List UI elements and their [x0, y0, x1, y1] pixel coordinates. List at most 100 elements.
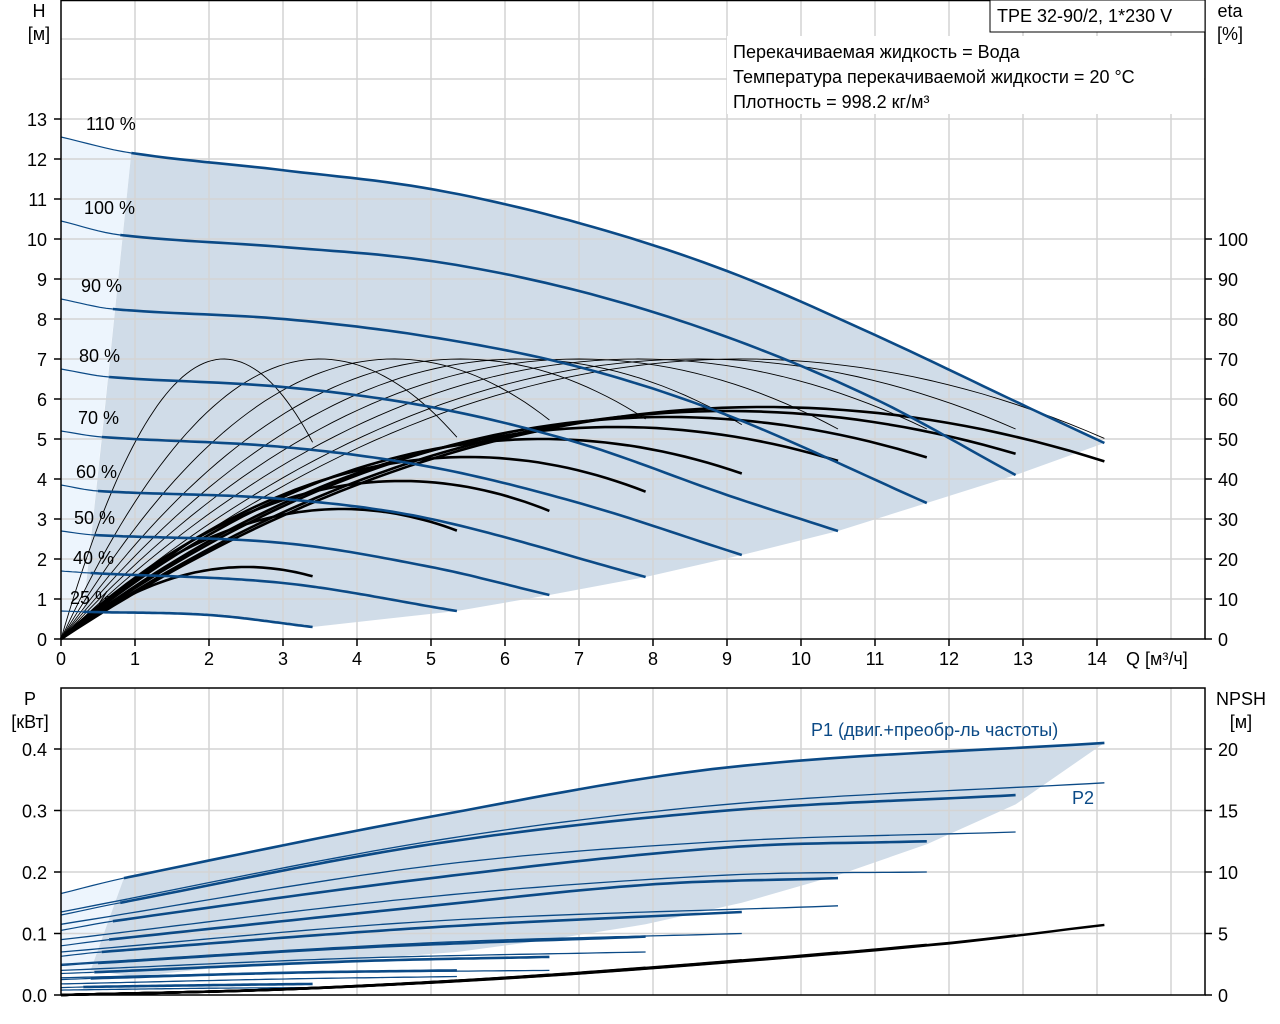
p1-curve	[101, 910, 742, 954]
info-line-2: Температура перекачиваемой жидкости = 20…	[733, 67, 1135, 87]
eta-curve	[60, 415, 928, 641]
y-tick-label: 4	[37, 470, 47, 490]
eta-curve-thin	[60, 358, 1105, 640]
y-tick-label: 1	[37, 590, 47, 610]
y2-tick-label: 30	[1218, 510, 1238, 530]
head-curve	[94, 533, 550, 597]
title-box	[989, 0, 1206, 33]
y2-tick-label: 0	[1218, 630, 1228, 650]
p1-curve	[112, 840, 927, 923]
x-tick-label: 10	[791, 649, 811, 669]
p1-curve-extension	[60, 971, 95, 975]
p1-curve-extension	[60, 920, 113, 931]
p1-curve	[94, 955, 550, 974]
x-tick-label: 13	[1013, 649, 1033, 669]
y2-tick-label: 10	[1218, 590, 1238, 610]
speed-label: 90 %	[81, 276, 122, 296]
y2-tick-label: 50	[1218, 430, 1238, 450]
eta-curve-thin	[60, 358, 550, 640]
p1-curve	[119, 793, 1016, 905]
head-curve-extension	[60, 570, 91, 574]
head-curve	[131, 151, 1105, 445]
y2-tick-label: 100	[1218, 230, 1248, 250]
x-tick-label: 9	[722, 649, 732, 669]
eta-curve-thin	[60, 358, 1016, 640]
x-tick-label: 11	[866, 649, 885, 669]
y-tick-label: 12	[27, 150, 47, 170]
p1-curve	[97, 935, 646, 965]
y-tick-label: 2	[37, 550, 47, 570]
y2-axis-label-npsh: NPSH	[1216, 689, 1266, 709]
x-tick-label: 1	[130, 649, 140, 669]
head-curve	[120, 233, 1017, 477]
x-tick-label: 6	[500, 649, 510, 669]
npsh-tick-label: 20	[1218, 740, 1238, 760]
head-curve-extension	[60, 368, 110, 378]
eta-curve-thin	[60, 358, 458, 640]
eta-curve-thin	[60, 358, 646, 640]
p2-curve	[60, 905, 839, 953]
npsh-tick-label: 0	[1218, 986, 1228, 1006]
p2-curve	[60, 782, 1105, 913]
npsh-curve	[60, 923, 1105, 997]
y2-tick-label: 60	[1218, 390, 1238, 410]
p2-curve	[60, 831, 1016, 925]
light-power-area	[61, 878, 124, 974]
x-tick-label: 8	[648, 649, 658, 669]
head-curve-extension	[60, 610, 84, 613]
head-curve-extension	[60, 298, 113, 310]
x-tick-label: 14	[1087, 649, 1107, 669]
speed-label: 80 %	[79, 346, 120, 366]
p1-curve	[90, 969, 457, 980]
x-tick-label: 12	[939, 649, 959, 669]
p2-curve	[60, 871, 927, 941]
chart-title: TPE 32-90/2, 1*230 V	[997, 6, 1172, 26]
info-box	[727, 36, 1204, 114]
head-curve	[112, 307, 928, 505]
head-curve	[90, 571, 458, 613]
p1-curve-extension	[60, 939, 110, 947]
x-tick-label: 2	[204, 649, 214, 669]
eta-curve-thin	[60, 358, 927, 640]
p1-curve-extension	[60, 951, 102, 957]
eta-curve-thin	[60, 358, 743, 640]
x-axis-label: Q [м³/ч]	[1126, 649, 1188, 669]
p1-curve-extension	[60, 986, 84, 989]
p-tick-label: 0.4	[22, 740, 47, 760]
npsh-tick-label: 10	[1218, 863, 1238, 883]
y-tick-label: 11	[28, 190, 47, 210]
head-curve-extension	[60, 136, 132, 154]
speed-label: 40 %	[73, 548, 114, 568]
p1-curve	[123, 741, 1105, 880]
speed-label: 110 %	[86, 114, 136, 134]
npsh-tick-label: 5	[1218, 925, 1228, 945]
p2-curve	[60, 951, 646, 972]
eta-curve-thin	[60, 358, 313, 640]
y2-tick-label: 20	[1218, 550, 1238, 570]
p-tick-label: 0.0	[22, 986, 47, 1006]
y-axis-label-h: H	[33, 1, 46, 21]
p1-curve-extension	[60, 902, 121, 916]
p1-curve-extension	[60, 962, 99, 967]
y2-axis-label-eta: eta	[1217, 1, 1243, 21]
eta-curve	[60, 455, 647, 640]
y-tick-label: 3	[37, 510, 47, 530]
speed-label: 50 %	[74, 508, 115, 528]
y-tick-label: 7	[37, 350, 47, 370]
x-tick-label: 7	[574, 649, 584, 669]
speed-label: 60 %	[76, 462, 117, 482]
y-tick-label: 13	[27, 110, 47, 130]
head-curve	[83, 610, 313, 629]
y-axis-unit-p: [кВт]	[11, 712, 49, 732]
y-tick-label: 0	[37, 630, 47, 650]
eta-curve-thin	[60, 358, 839, 640]
npsh-tick-label: 15	[1218, 802, 1238, 822]
p1-curve-extension	[60, 877, 125, 895]
light-operating-area	[61, 137, 132, 639]
y2-tick-label: 40	[1218, 470, 1238, 490]
p2-curve	[60, 986, 313, 991]
y-tick-label: 8	[37, 310, 47, 330]
p2-curve	[60, 975, 457, 985]
y-tick-label: 9	[37, 270, 47, 290]
